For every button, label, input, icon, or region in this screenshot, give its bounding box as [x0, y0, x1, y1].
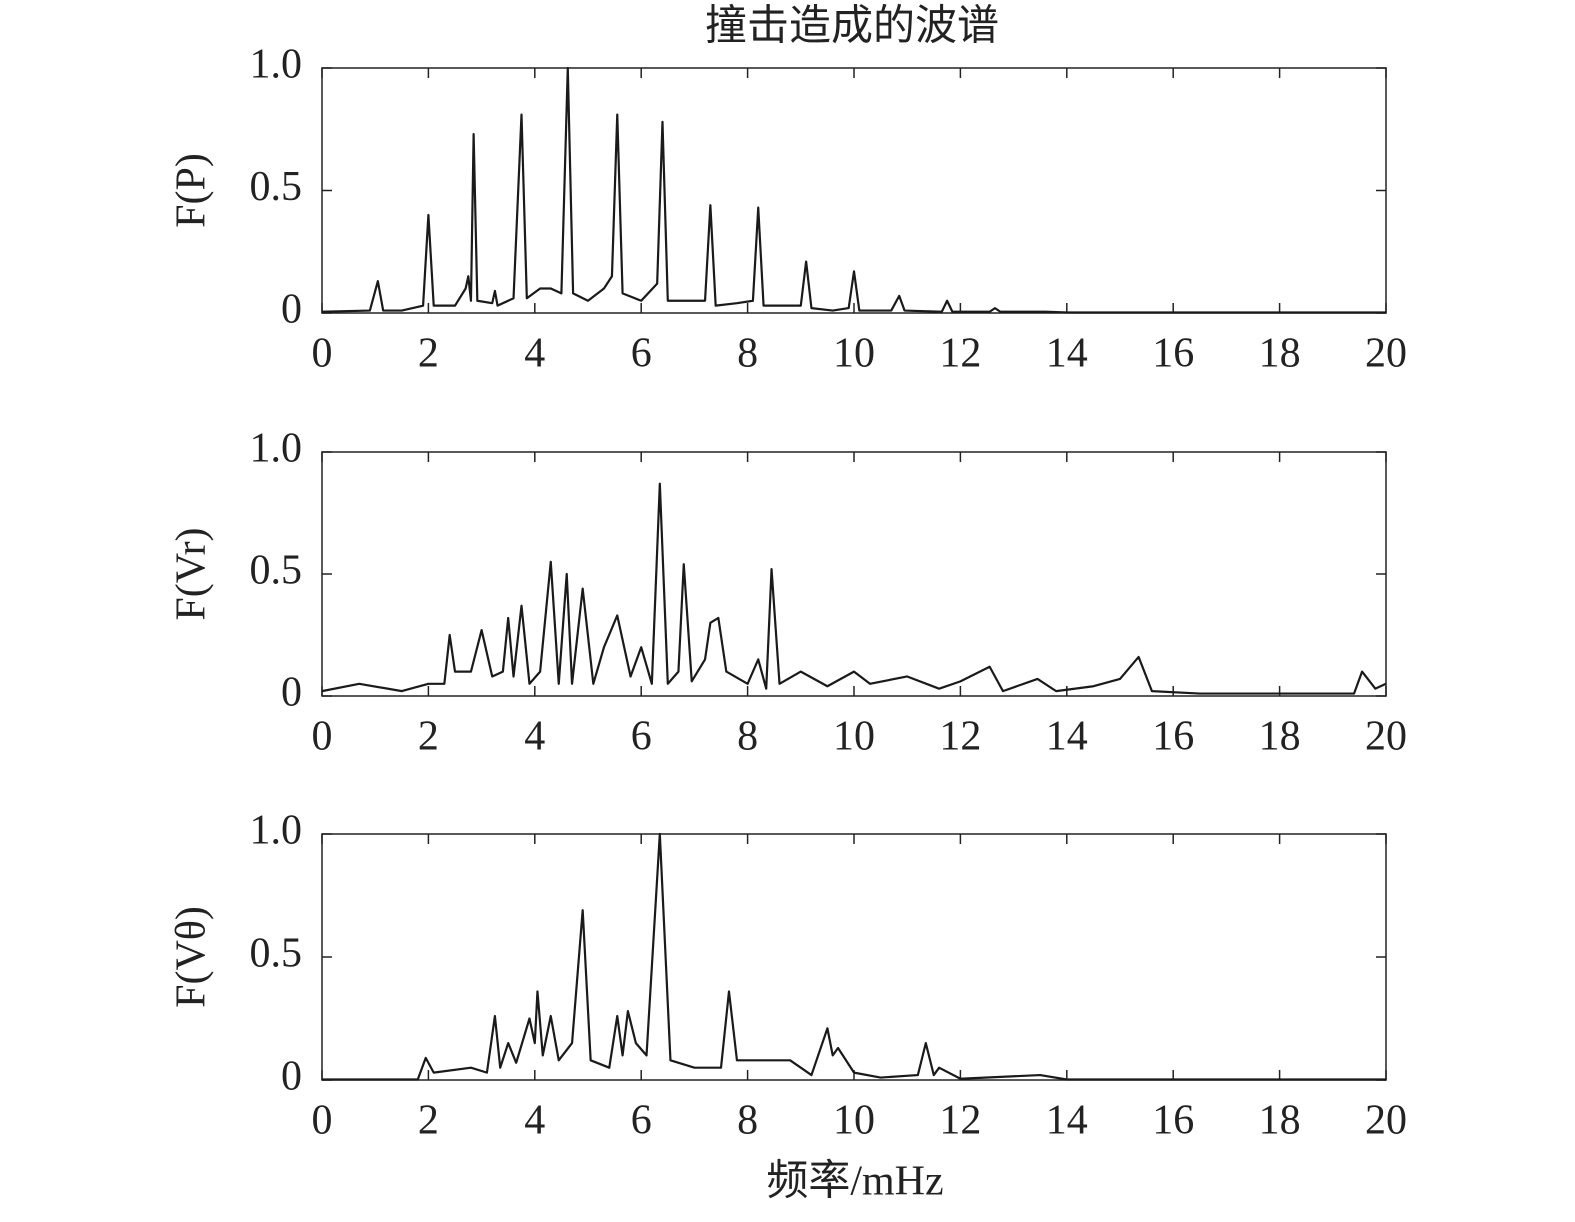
y-axis-label: F(Vr): [169, 527, 215, 620]
x-tick-label: 20: [1365, 1098, 1407, 1144]
y-tick-label: 0: [281, 287, 302, 333]
x-tick-label: 10: [833, 1098, 875, 1144]
x-tick-label: 6: [631, 714, 652, 760]
x-tick-label: 20: [1365, 331, 1407, 377]
x-tick-label: 12: [939, 1098, 981, 1144]
x-tick-label: 10: [833, 714, 875, 760]
x-tick-label: 2: [418, 1098, 439, 1144]
x-tick-label: 16: [1152, 331, 1194, 377]
x-tick-label: 4: [524, 714, 545, 760]
y-tick-label: 1.0: [250, 426, 303, 472]
spectrum-line: [322, 832, 1386, 1081]
y-axis-label: F(P): [169, 153, 215, 228]
x-tick-label: 8: [737, 714, 758, 760]
x-tick-label: 10: [833, 331, 875, 377]
y-tick-label: 0: [281, 670, 302, 716]
y-tick-label: 0: [281, 1054, 302, 1100]
x-tick-label: 18: [1259, 1098, 1301, 1144]
spectrum-line: [321, 66, 1386, 314]
y-tick-label: 0.5: [250, 931, 303, 977]
spectrum-line: [321, 482, 1387, 695]
x-tick-label: 8: [737, 331, 758, 377]
x-tick-label: 20: [1365, 714, 1407, 760]
x-tick-label: 6: [631, 1098, 652, 1144]
x-tick-label: 4: [524, 1098, 545, 1144]
plot-frame: [321, 451, 1387, 697]
y-tick-label: 1.0: [250, 42, 303, 88]
x-tick-label: 0: [312, 1098, 333, 1144]
x-tick-label: 0: [312, 714, 333, 760]
x-tick-label: 2: [418, 714, 439, 760]
x-axis-label: 频率/mHz: [766, 1158, 943, 1205]
y-axis-label: F(Vθ): [169, 906, 215, 1008]
y-tick-label: 0.5: [250, 548, 303, 594]
x-tick-label: 2: [418, 331, 439, 377]
x-tick-label: 18: [1259, 714, 1301, 760]
x-tick-label: 4: [524, 331, 545, 377]
x-tick-label: 12: [939, 331, 981, 377]
plot-frame: [321, 833, 1387, 1081]
x-tick-label: 14: [1046, 331, 1088, 377]
x-tick-label: 0: [312, 331, 333, 377]
x-tick-label: 16: [1152, 1098, 1194, 1144]
x-tick-label: 14: [1046, 714, 1088, 760]
x-tick-label: 8: [737, 1098, 758, 1144]
chart-title: 撞击造成的波谱: [705, 3, 999, 50]
x-tick-label: 16: [1152, 714, 1194, 760]
x-tick-label: 14: [1046, 1098, 1088, 1144]
y-tick-label: 0.5: [250, 164, 303, 210]
x-tick-label: 18: [1259, 331, 1301, 377]
y-tick-label: 1.0: [250, 808, 303, 854]
x-tick-label: 6: [631, 331, 652, 377]
x-tick-label: 12: [939, 714, 981, 760]
